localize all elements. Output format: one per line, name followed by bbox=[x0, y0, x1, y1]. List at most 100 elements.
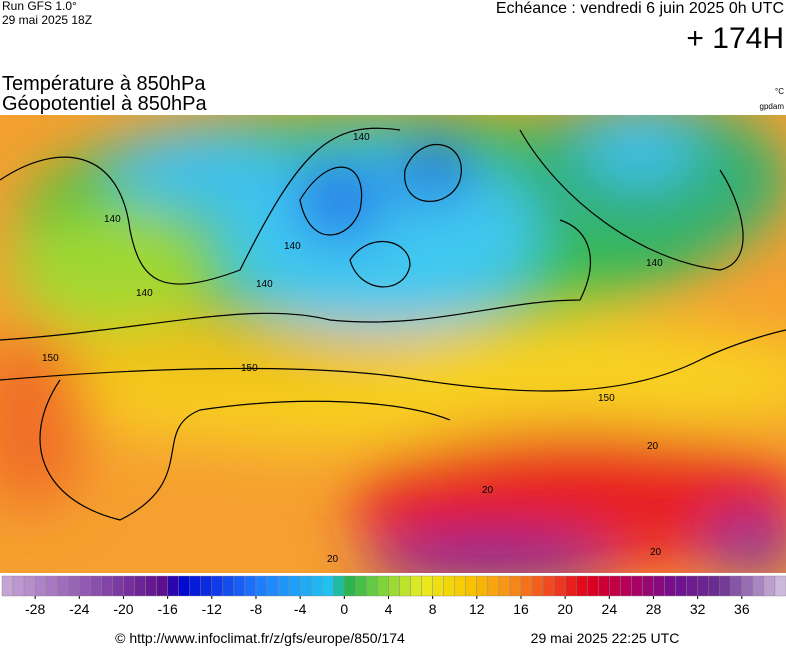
colorbar-tick-label: 32 bbox=[690, 601, 706, 617]
colorbar-swatch bbox=[708, 575, 720, 597]
colorbar-swatch bbox=[465, 575, 478, 597]
colorbar-swatch bbox=[686, 575, 698, 597]
colorbar-swatch bbox=[233, 575, 246, 597]
colorbar-swatch bbox=[79, 575, 91, 597]
colorbar-swatch bbox=[266, 575, 279, 597]
colorbar-swatch bbox=[487, 575, 500, 597]
colorbar-swatch bbox=[520, 575, 533, 597]
contour-label: 150 bbox=[42, 353, 59, 364]
run: Run GFS 1.0° bbox=[2, 0, 77, 13]
contour-label: 20 bbox=[647, 441, 659, 452]
colorbar-swatch bbox=[299, 575, 312, 597]
colorbar-swatch bbox=[366, 575, 378, 597]
colorbar-tick-label: 4 bbox=[385, 601, 393, 617]
contour-label: 20 bbox=[327, 554, 339, 565]
colorbar-swatch bbox=[145, 575, 157, 597]
colorbar-swatch bbox=[774, 575, 786, 597]
colorbar-tick-label: 28 bbox=[646, 601, 662, 617]
colorbar-swatch bbox=[23, 575, 36, 597]
map: 140 140 140 140 140 140 150 150 150 20 2… bbox=[0, 115, 786, 573]
colorbar-tick-label: -4 bbox=[294, 601, 307, 617]
colorbar-tick-label: 36 bbox=[734, 601, 750, 617]
colorbar-swatch bbox=[101, 575, 113, 597]
colorbar-swatch bbox=[443, 575, 455, 597]
contour-label: 150 bbox=[241, 363, 258, 374]
colorbar-swatch bbox=[664, 575, 676, 597]
title-temp: Température à 850hPa bbox=[2, 73, 206, 95]
colorbar-tick-label: -12 bbox=[202, 601, 222, 617]
contour-label: 140 bbox=[104, 214, 121, 225]
colorbar-swatch bbox=[178, 575, 190, 597]
colorbar-swatch bbox=[454, 575, 466, 597]
unit-temp: °C bbox=[775, 87, 784, 96]
colorbar-swatch bbox=[333, 575, 345, 597]
colorbar-swatch bbox=[134, 575, 146, 597]
colorbar: -28 -24 -20 -16 -12 -8 -4 0 4 8 12 16 20 24 28 32 36 bbox=[1, 575, 786, 617]
colorbar-swatch bbox=[288, 575, 301, 597]
colorbar-swatch bbox=[410, 575, 422, 597]
colorbar-swatch bbox=[57, 575, 69, 597]
unit-geo: gpdam bbox=[760, 102, 785, 111]
colorbar-swatch bbox=[531, 575, 544, 597]
colorbar-tick-label: -8 bbox=[250, 601, 263, 617]
colorbar-swatch bbox=[719, 575, 731, 597]
colorbar-swatch bbox=[598, 575, 610, 597]
colorbar-swatch bbox=[763, 575, 776, 597]
colorbar-swatch bbox=[68, 575, 80, 597]
colorbar-swatch bbox=[200, 575, 213, 597]
colorbar-swatch bbox=[255, 575, 268, 597]
colorbar-swatch bbox=[377, 575, 389, 597]
colorbar-swatch bbox=[653, 575, 665, 597]
run-date: 29 mai 2025 18Z bbox=[2, 13, 92, 27]
contour-label: 140 bbox=[646, 258, 663, 269]
colorbar-swatch bbox=[642, 575, 654, 597]
colorbar-swatch bbox=[1, 575, 14, 597]
colorbar-swatch bbox=[697, 575, 709, 597]
colorbar-swatch bbox=[388, 575, 400, 597]
colorbar-tick-label: 8 bbox=[429, 601, 437, 617]
colorbar-swatch bbox=[564, 575, 577, 597]
colorbar-swatch bbox=[542, 575, 555, 597]
colorbar-swatch bbox=[45, 575, 58, 597]
colorbar-swatch bbox=[34, 575, 47, 597]
valid-time: Echéance : vendredi 6 juin 2025 0h UTC bbox=[496, 0, 784, 17]
contour-label: 140 bbox=[353, 132, 370, 143]
colorbar-tick-label: 0 bbox=[340, 601, 348, 617]
colorbar-swatch bbox=[222, 575, 235, 597]
contour-label: 20 bbox=[650, 547, 662, 558]
contour-label: 150 bbox=[598, 393, 615, 404]
colorbar-swatch bbox=[498, 575, 511, 597]
colorbar-swatch bbox=[421, 575, 433, 597]
colorbar-swatch bbox=[620, 575, 632, 597]
contour-label: 20 bbox=[482, 485, 494, 496]
colorbar-swatch bbox=[167, 575, 179, 597]
colorbar-swatch bbox=[752, 575, 765, 597]
colorbar-swatch bbox=[310, 575, 323, 597]
colorbar-tick-label: -28 bbox=[25, 601, 45, 617]
contour-label: 140 bbox=[136, 288, 153, 299]
colorbar-tick-label: 24 bbox=[602, 601, 618, 617]
colorbar-swatch bbox=[741, 575, 754, 597]
colorbar-swatch bbox=[399, 575, 411, 597]
colorbar-tick-label: -20 bbox=[113, 601, 133, 617]
colorbar-swatch bbox=[189, 575, 201, 597]
colorbar-swatch bbox=[90, 575, 102, 597]
colorbar-swatch bbox=[244, 575, 257, 597]
lead-time: + 174H bbox=[686, 22, 784, 55]
colorbar-tick-label: -24 bbox=[69, 601, 89, 617]
colorbar-swatch bbox=[277, 575, 290, 597]
source-url: © http://www.infoclimat.fr/z/gfs/europe/… bbox=[115, 630, 405, 646]
colorbar-swatch bbox=[322, 575, 334, 597]
colorbar-swatch bbox=[432, 575, 444, 597]
colorbar-tick-label: 20 bbox=[557, 601, 573, 617]
colorbar-swatch bbox=[476, 575, 489, 597]
colorbar-swatch bbox=[509, 575, 522, 597]
colorbar-swatch bbox=[730, 575, 743, 597]
colorbar-swatch bbox=[156, 575, 168, 597]
colorbar-tick-label: -16 bbox=[158, 601, 178, 617]
title-geo: Géopotentiel à 850hPa bbox=[2, 93, 207, 115]
colorbar-swatch bbox=[587, 575, 599, 597]
contour-label: 140 bbox=[284, 241, 301, 252]
colorbar-swatch bbox=[575, 575, 588, 597]
